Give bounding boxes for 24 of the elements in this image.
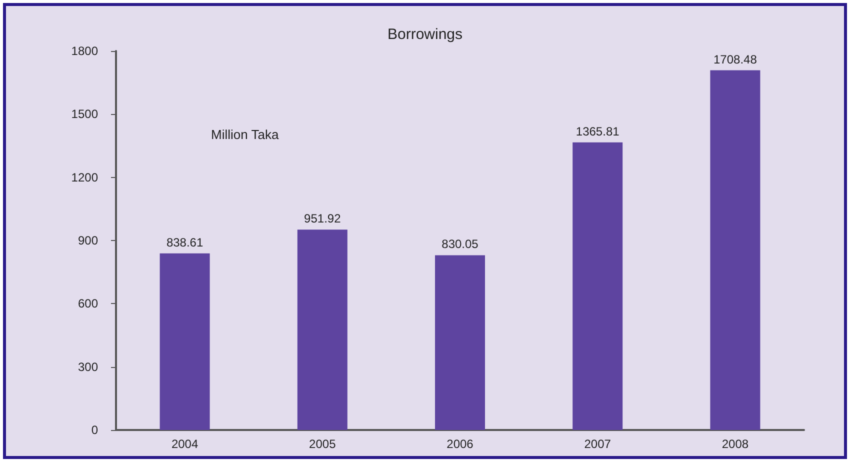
data-label: 830.05 xyxy=(442,237,479,252)
bar xyxy=(297,230,348,430)
y-tick-label: 1500 xyxy=(71,107,98,122)
x-tick-label: 2007 xyxy=(584,437,612,451)
y-tick-label: 0 xyxy=(91,423,98,437)
chart-title: Borrowings xyxy=(387,26,463,43)
x-tick-label: 2005 xyxy=(309,437,336,451)
y-tick-label: 1800 xyxy=(71,44,98,58)
y-tick-label: 900 xyxy=(78,234,98,248)
bar xyxy=(572,142,623,430)
bar xyxy=(160,253,210,430)
y-tick-label: 1200 xyxy=(71,170,98,184)
x-tick-label: 2006 xyxy=(446,437,474,451)
data-label: 838.61 xyxy=(166,235,204,250)
y-tick-label: 600 xyxy=(78,296,98,311)
bar xyxy=(710,70,760,430)
bar xyxy=(435,255,485,430)
data-label: 1365.81 xyxy=(576,124,620,138)
data-label: 951.92 xyxy=(304,212,342,226)
y-tick-label: 300 xyxy=(78,360,98,374)
annotation: Million Taka xyxy=(211,127,280,142)
x-tick-label: 2008 xyxy=(722,437,749,451)
data-label: 1708.48 xyxy=(714,52,758,66)
x-tick-label: 2004 xyxy=(171,437,198,451)
